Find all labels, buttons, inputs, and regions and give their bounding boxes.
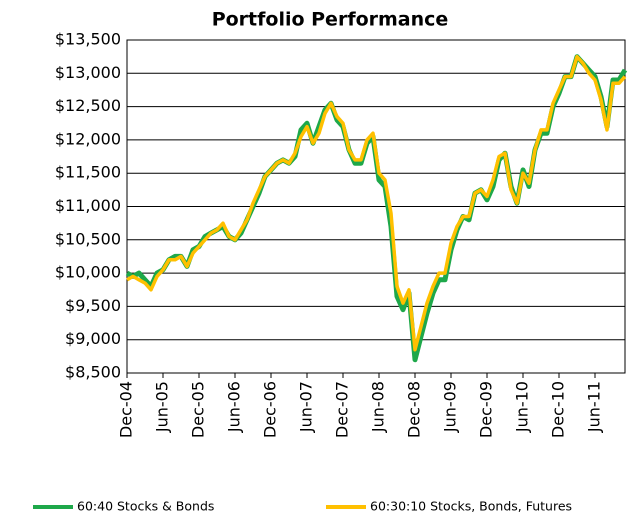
x-tick-label: Dec-07 — [333, 381, 352, 438]
x-tick-label: Jun-11 — [585, 381, 604, 433]
y-tick-label: $12,000 — [55, 129, 121, 148]
y-tick-label: $9,000 — [65, 329, 121, 348]
x-tick-label: Jun-05 — [153, 381, 172, 433]
y-tick-label: $12,500 — [55, 96, 121, 115]
y-tick-label: $10,000 — [55, 263, 121, 282]
y-tick-label: $10,500 — [55, 229, 121, 248]
x-tick-label: Dec-09 — [477, 381, 496, 438]
x-tick-label: Jun-07 — [297, 381, 316, 433]
x-tick-label: Jun-06 — [225, 381, 244, 433]
y-tick-label: $13,000 — [55, 63, 121, 82]
y-tick-label: $13,500 — [55, 30, 121, 49]
y-tick-label: $11,000 — [55, 196, 121, 215]
x-tick-label: Dec-05 — [189, 381, 208, 438]
plot-border — [126, 39, 626, 374]
y-tick-label: $9,500 — [65, 296, 121, 315]
legend-label: 60:40 Stocks & Bonds — [77, 499, 214, 514]
series-line — [125, 54, 628, 363]
series-line — [126, 54, 627, 352]
legend-label: 60:30:10 Stocks, Bonds, Futures — [370, 499, 572, 514]
y-tick-label: $8,500 — [65, 363, 121, 382]
x-tick-label: Jun-09 — [441, 381, 460, 433]
y-tick-label: $11,500 — [55, 163, 121, 182]
x-tick-label: Dec-06 — [261, 381, 280, 438]
x-tick-label: Jun-10 — [513, 381, 532, 433]
x-tick-label: Jun-08 — [369, 381, 388, 433]
x-tick-label: Dec-10 — [549, 381, 568, 438]
x-tick-label: Dec-08 — [405, 381, 424, 438]
x-tick-label: Dec-04 — [117, 381, 136, 438]
chart-title: Portfolio Performance — [212, 9, 449, 31]
